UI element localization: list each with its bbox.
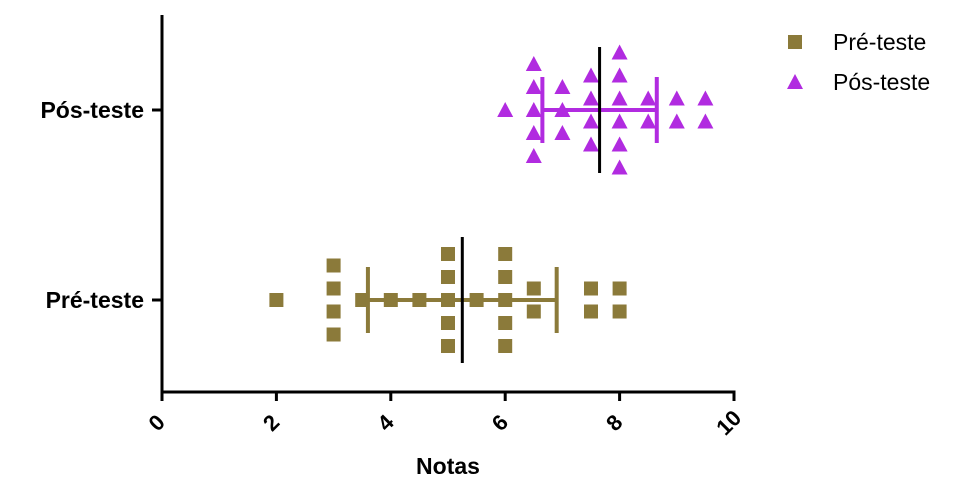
triangle-marker [611,159,628,175]
triangle-marker [525,79,542,94]
mean-sd-bars [365,47,659,363]
square-marker [269,293,284,307]
x-tick-label: 0 [144,410,170,436]
square-marker [355,293,370,307]
triangle-marker [525,148,542,163]
x-tick-label: 2 [258,410,284,436]
triangle-marker [583,136,599,152]
triangle-marker [697,90,714,106]
square-marker [498,247,513,261]
square-marker [326,258,341,273]
x-tick-label: 10 [711,405,746,440]
square-marker [441,316,455,330]
square-marker [441,247,455,261]
square-marker [526,304,541,319]
square-marker [788,35,802,49]
square-marker [326,281,341,296]
triangle-marker [611,136,628,152]
triangle-marker [640,113,657,129]
square-marker [441,339,455,353]
square-marker [498,270,513,284]
legend-label: Pré-teste [833,29,926,55]
x-tick-label: 4 [372,409,399,436]
square-marker [498,339,513,353]
triangle-marker [611,44,628,60]
data-points [269,44,714,353]
y-ticks: Pré-teste Pós-teste [40,97,162,313]
square-marker [612,304,627,319]
axes [160,15,736,394]
square-marker [526,281,541,296]
triangle-marker [583,90,599,106]
triangle-marker [583,113,599,129]
triangle-marker [554,79,571,94]
triangle-marker [611,113,628,129]
triangle-marker [554,125,571,140]
triangle-marker [525,102,542,117]
x-ticks: 0 2 4 6 8 10 [144,392,746,440]
square-marker [441,270,455,284]
triangle-marker [611,67,628,83]
y-category-label: Pré-teste [46,287,144,313]
triangle-marker [525,125,542,140]
triangle-marker [583,67,599,83]
triangle-marker [697,113,714,129]
square-marker [326,327,341,342]
square-marker [612,281,627,296]
square-marker [498,316,513,330]
square-marker [326,304,341,319]
legend-label: Pós-teste [833,69,930,95]
triangle-marker [525,56,542,71]
triangle-marker [668,90,685,106]
triangle-marker [668,113,685,129]
y-category-label: Pós-teste [40,97,144,123]
x-tick-label: 8 [601,410,627,436]
square-marker [584,281,598,296]
x-axis-title: Notas [416,453,480,478]
triangle-marker [640,90,657,106]
triangle-marker [787,74,803,89]
triangle-marker [497,102,514,117]
triangle-marker [611,90,628,106]
legend: Pré-teste Pós-teste [787,29,930,95]
x-tick-label: 6 [487,410,513,436]
square-marker [584,304,598,319]
